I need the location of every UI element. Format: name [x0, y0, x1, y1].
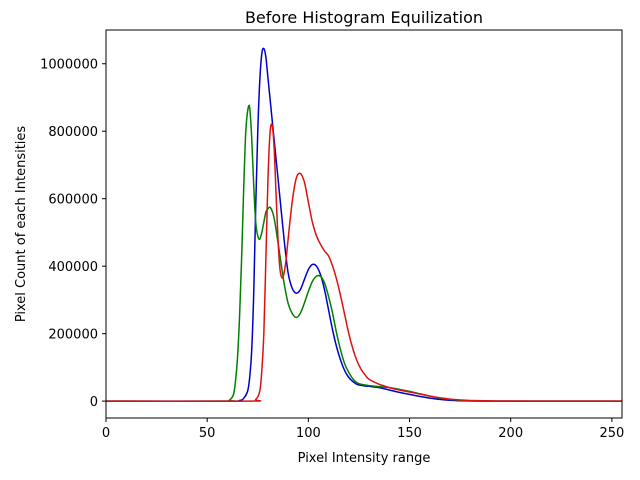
y-tick-label: 400000 [48, 260, 98, 275]
y-axis-label: Pixel Count of each Intensities [14, 126, 29, 323]
x-axis-label: Pixel Intensity range [298, 451, 431, 466]
series-line-1 [105, 47, 622, 402]
y-tick-label: 1000000 [40, 58, 98, 73]
plot-frame [105, 29, 623, 419]
x-axis: 0 50 100 150 200 250 [102, 418, 624, 441]
x-tick-label: 250 [599, 426, 624, 441]
x-tick-label: 200 [498, 426, 523, 441]
y-tick-label: 600000 [48, 193, 98, 208]
x-tick-label: 0 [102, 426, 110, 441]
x-tick-label: 150 [397, 426, 422, 441]
plot-area [106, 30, 622, 418]
series-layer [105, 47, 622, 403]
y-tick-label: 800000 [48, 125, 98, 140]
y-axis: 0 200000 400000 600000 800000 1000000 [40, 58, 106, 410]
chart-title: Before Histogram Equilization [245, 8, 483, 27]
x-tick-label: 50 [199, 426, 216, 441]
y-tick-label: 0 [90, 395, 98, 410]
x-tick-label: 100 [296, 426, 321, 441]
y-tick-label: 200000 [48, 328, 98, 343]
series-line-3 [105, 123, 622, 403]
